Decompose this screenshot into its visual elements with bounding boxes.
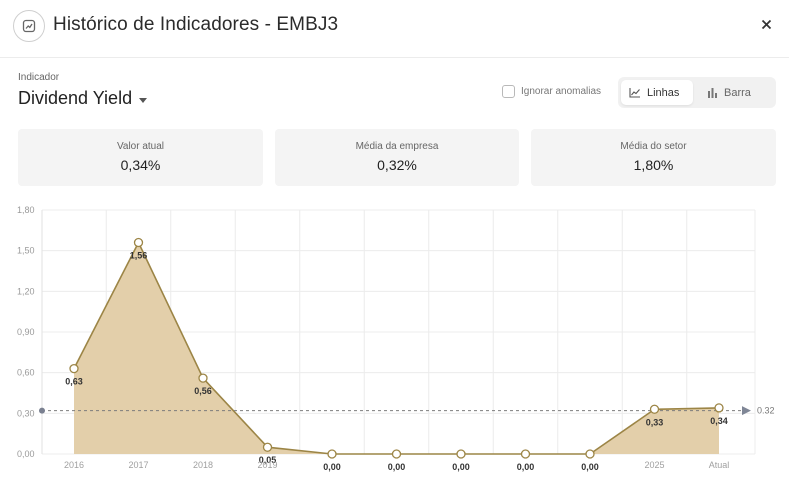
card-label: Média do setor	[620, 141, 687, 152]
data-label: 0,00	[323, 462, 341, 472]
x-tick-label: 2019	[257, 460, 277, 470]
data-label: 0,00	[452, 462, 470, 472]
data-label: 0,33	[646, 417, 664, 427]
y-tick-label: 0,60	[17, 368, 35, 378]
ignore-anomalies-checkbox[interactable]	[502, 85, 515, 98]
card-label: Valor atual	[116, 141, 165, 152]
indicator-value: Dividend Yield	[18, 88, 133, 108]
data-label: 1,56	[130, 251, 148, 261]
data-point	[133, 237, 144, 248]
x-tick-label: 2025	[644, 460, 664, 470]
data-point	[391, 449, 402, 459]
data-point	[456, 449, 466, 459]
indicator-label: Indicador	[18, 72, 60, 83]
x-tick-label: 2016	[64, 460, 84, 470]
data-label: 0,00	[388, 462, 406, 472]
y-tick-label: 0,30	[17, 408, 35, 418]
data-label: 0,63	[65, 377, 83, 387]
reference-start-dot	[39, 407, 45, 414]
card-value: 0,32%	[377, 157, 417, 173]
card-label: Média da empresa	[355, 141, 439, 152]
x-tick-label: Atual	[709, 460, 730, 470]
dividend-yield-chart: 0,00 0,30 0,60 0,90 1,20 1,50 1,80 0.32 0,63 1,…	[17, 205, 775, 472]
data-label: 0,56	[194, 386, 212, 396]
chart-type-toggle: Linhas Barra	[618, 77, 776, 108]
lines-button-label: Linhas	[647, 86, 680, 99]
y-tick-label: 1,20	[17, 286, 35, 296]
card-sector-average: Média do setor 1,80%	[531, 129, 776, 186]
y-tick-label: 0,00	[17, 449, 35, 459]
card-company-average: Média da empresa 0,32%	[275, 129, 519, 186]
data-point	[585, 449, 595, 459]
data-point	[714, 403, 724, 413]
bars-button-label: Barra	[724, 86, 751, 99]
y-tick-label: 1,80	[17, 205, 35, 215]
data-label: 0,00	[517, 462, 535, 472]
data-point	[327, 449, 337, 459]
reference-line-label: 0.32	[757, 406, 775, 416]
data-point	[69, 363, 79, 374]
card-value: 0,34%	[120, 157, 161, 173]
x-tick-label: 2017	[128, 460, 148, 470]
reference-arrow-icon	[742, 406, 751, 416]
bars-button[interactable]: Barra	[693, 80, 771, 105]
close-icon	[761, 19, 771, 29]
modal-header: Histórico de Indicadores - EMBJ3	[0, 0, 789, 58]
x-tick-label: 2018	[193, 460, 213, 470]
y-tick-label: 0,90	[17, 327, 35, 337]
data-label: 0,00	[581, 462, 599, 472]
line-chart-icon	[629, 88, 640, 98]
indicator-select[interactable]: Dividend Yield	[18, 88, 148, 109]
data-label: 0,34	[710, 416, 728, 426]
ignore-anomalies-toggle[interactable]: Ignorar anomalias	[502, 85, 601, 98]
modal-title: Histórico de Indicadores - EMBJ3	[53, 14, 339, 35]
lines-button[interactable]: Linhas	[621, 80, 693, 105]
close-button[interactable]	[757, 15, 775, 33]
chart-history-icon	[13, 10, 45, 42]
data-point	[649, 404, 660, 414]
data-label: 0,05	[259, 455, 277, 465]
bar-chart-icon	[708, 87, 717, 98]
data-point	[262, 442, 273, 452]
data-point	[520, 449, 531, 459]
y-tick-label: 1,50	[17, 246, 35, 256]
series-area	[74, 242, 719, 454]
card-current-value: Valor atual 0,34%	[18, 129, 263, 186]
ignore-anomalies-label: Ignorar anomalias	[521, 86, 602, 97]
caret-down-icon	[139, 97, 148, 103]
card-value: 1,80%	[633, 157, 674, 173]
data-point	[198, 373, 208, 383]
